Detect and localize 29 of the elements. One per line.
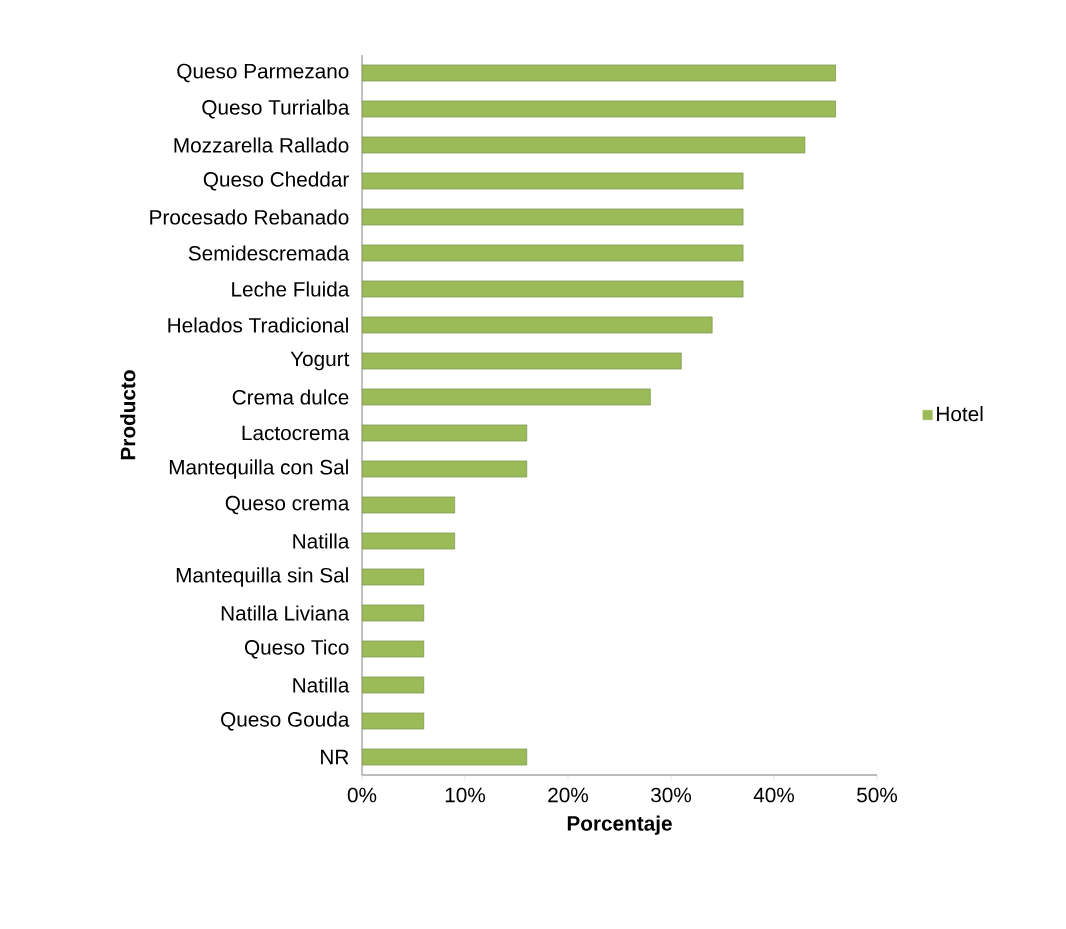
y-tick-label: Natilla <box>293 677 350 693</box>
y-tick-label: Queso Turrialba <box>202 99 350 119</box>
y-axis-title: Producto <box>120 370 136 460</box>
x-tick-label: 30% <box>651 787 692 803</box>
x-tick-label: 0% <box>347 787 377 803</box>
x-tick-label: 20% <box>548 787 589 803</box>
y-tick-label: NR <box>321 749 349 765</box>
y-tick-label: Queso Gouda <box>221 711 350 731</box>
y-tick-label: Procesado Rebanado <box>150 209 349 225</box>
y-tick-label: Natilla Liviana <box>221 605 350 621</box>
y-tick-label: Crema dulce <box>232 389 349 405</box>
y-tick-label: Mantequilla con Sal <box>169 459 348 479</box>
y-tick-label: Queso Parmezano <box>177 63 349 83</box>
x-axis-title: Porcentaje <box>567 815 672 835</box>
y-tick-label: Queso Tico <box>244 639 349 659</box>
y-tick-label: Queso Cheddar <box>203 171 349 191</box>
y-tick-label: Semidescremada <box>188 245 350 261</box>
y-tick-label: Leche Fluida <box>232 281 350 297</box>
x-tick-label: 50% <box>857 787 898 803</box>
y-tick-label: Queso crema <box>225 495 350 515</box>
x-tick-label: 40% <box>753 787 795 803</box>
y-tick-label: Helados Tradicional <box>168 317 348 333</box>
y-tick-label: Mantequilla sin Sal <box>176 567 348 587</box>
x-tick-label: 10% <box>445 787 486 803</box>
y-tick-label: Yogurt <box>290 351 350 371</box>
y-tick-label: Natilla <box>293 533 350 549</box>
y-tick-label: Mozzarella Rallado <box>174 137 349 153</box>
legend-label: Hotel <box>937 406 983 422</box>
y-tick-label: Lactocrema <box>242 425 350 441</box>
